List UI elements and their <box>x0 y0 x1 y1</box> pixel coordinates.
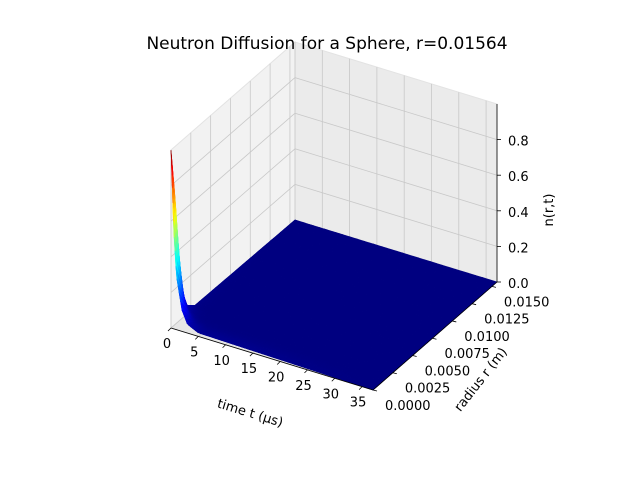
y-tick-mark <box>432 337 437 340</box>
x-tick-label: 10 <box>213 354 230 369</box>
grid-z-left <box>170 112 296 222</box>
y-tick-label: 0.0025 <box>405 382 451 397</box>
grid-z-left <box>170 148 296 258</box>
x-tick-label: 0 <box>163 337 171 352</box>
surface-patch <box>305 367 313 371</box>
y-tick-label: 0.0075 <box>444 347 490 362</box>
x-tick-label: 25 <box>295 379 312 394</box>
x-tick-mark <box>222 344 226 349</box>
grid-z-left <box>170 184 296 293</box>
surface-patch <box>183 314 186 319</box>
grid-z-back <box>294 184 498 247</box>
x-tick-label: 35 <box>350 396 367 411</box>
y-tick-label: 0.0150 <box>504 295 550 310</box>
chart-title: Neutron Diffusion for a Sphere, r=0.0156… <box>146 34 507 54</box>
grid-z-back <box>294 77 498 140</box>
y-tick-mark <box>412 355 417 357</box>
x-tick-mark <box>331 377 336 382</box>
z-tick-label: 0.4 <box>508 206 529 221</box>
x-tick-mark <box>249 352 254 357</box>
surface-patch <box>318 371 325 375</box>
z-tick-label: 0.2 <box>508 241 529 256</box>
y-tick-mark <box>472 303 477 306</box>
x-tick-label: 20 <box>268 371 285 386</box>
z-tick-label: 0.0 <box>508 277 529 292</box>
x-tick-label: 15 <box>241 362 258 377</box>
surface-patch <box>200 333 204 335</box>
x-tick-mark <box>167 327 172 332</box>
grid-z-left <box>170 77 296 186</box>
x-tick-mark <box>358 386 363 390</box>
y-tick-mark <box>452 320 457 323</box>
surface-patch <box>240 346 246 349</box>
x-axis-line <box>170 327 374 391</box>
surface-plot <box>170 150 498 391</box>
axis-lines <box>170 104 498 391</box>
x-tick-mark <box>304 369 308 374</box>
surface-patch <box>225 341 229 344</box>
tick-labels: 0 5 10 15 20 25 30 35 0.0000 0.0025 0.0050 0.0075 0.… <box>163 135 550 414</box>
y-tick-label: 0.0050 <box>425 364 471 379</box>
surface-patch <box>267 355 274 358</box>
x-tick-label: 30 <box>323 387 340 402</box>
grid-z-back <box>294 148 498 212</box>
y-axis-line <box>372 281 498 391</box>
z-tick-label: 0.8 <box>508 135 529 150</box>
x-tick-mark <box>276 361 281 365</box>
y-tick-mark <box>392 372 397 375</box>
y-tick-label: 0.0000 <box>385 399 431 414</box>
y-tick-mark <box>491 286 497 288</box>
x-tick-mark <box>195 336 199 340</box>
y-tick-mark <box>372 389 378 392</box>
x-tick-label: 5 <box>190 345 198 360</box>
z-axis-label: n(r,t) <box>542 194 557 227</box>
x-axis-label: time t (μs) <box>215 397 284 431</box>
grid-z-back <box>294 112 498 176</box>
surface-patch <box>214 337 219 340</box>
z-tick-label: 0.6 <box>508 170 529 185</box>
y-tick-label: 0.0125 <box>484 313 530 328</box>
y-tick-label: 0.0100 <box>464 330 510 345</box>
surface-patch <box>294 363 301 367</box>
